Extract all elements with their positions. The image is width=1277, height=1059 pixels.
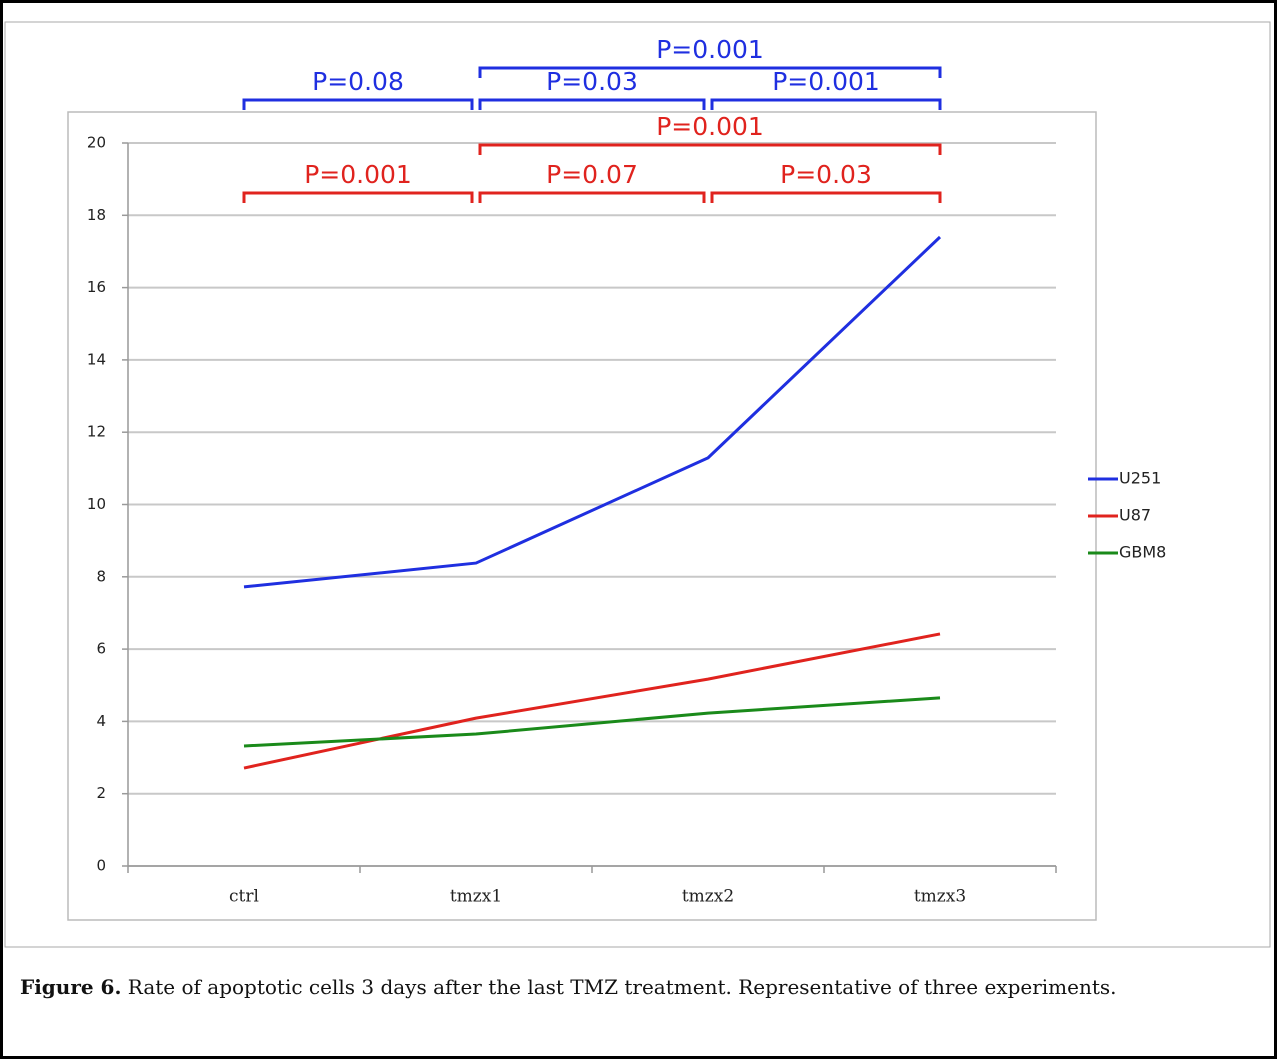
y-tick-label: 16 [87, 278, 106, 296]
caption-text: Rate of apoptotic cells 3 days after the… [121, 975, 1117, 999]
p-value-label: P=0.001 [304, 160, 412, 189]
y-tick-label: 20 [87, 134, 106, 152]
p-value-label: P=0.08 [312, 67, 404, 96]
y-tick-label: 14 [87, 350, 106, 368]
y-tick-label: 4 [96, 712, 106, 730]
figure-border [4, 21, 1271, 948]
y-tick-label: 12 [87, 423, 106, 441]
p-value-label: P=0.001 [656, 112, 764, 141]
significance-bracket [242, 98, 474, 110]
y-tick-label: 6 [96, 640, 106, 658]
caption-label: Figure 6. [20, 975, 122, 999]
x-tick-label: tmzx1 [450, 887, 502, 907]
significance-bracket [478, 66, 942, 78]
series-line [243, 235, 942, 589]
significance-bracket [242, 191, 474, 203]
significance-bracket [710, 191, 942, 203]
y-tick-label: 18 [87, 206, 106, 224]
significance-bracket [478, 143, 942, 155]
p-value-label: P=0.03 [780, 160, 872, 189]
y-tick-label: 10 [87, 495, 106, 513]
x-tick-label: ctrl [229, 887, 259, 907]
p-value-label: P=0.001 [656, 35, 764, 64]
significance-bracket [478, 98, 706, 110]
series-line [243, 632, 941, 770]
legend-label: U87 [1119, 506, 1151, 525]
p-value-label: P=0.03 [546, 67, 638, 96]
significance-bracket [478, 191, 706, 203]
caption: Figure 6. Rate of apoptotic cells 3 days… [20, 975, 1117, 999]
y-tick-label: 0 [96, 857, 106, 875]
series-line [243, 696, 941, 748]
p-value-label: P=0.001 [772, 67, 880, 96]
legend-label: U251 [1119, 469, 1161, 488]
y-tick-label: 8 [96, 567, 106, 585]
legend-label: GBM8 [1119, 543, 1166, 562]
p-value-label: P=0.07 [546, 160, 638, 189]
x-tick-label: tmzx2 [682, 887, 734, 907]
chart: 0 2 4 6 8 10 12 14 16 18 20 ctrl tmzx1 tmzx2 tmzx3 U251… [4, 21, 1271, 948]
y-tick-label: 2 [96, 784, 106, 802]
significance-bracket [710, 98, 942, 110]
x-tick-label: tmzx3 [914, 887, 966, 907]
